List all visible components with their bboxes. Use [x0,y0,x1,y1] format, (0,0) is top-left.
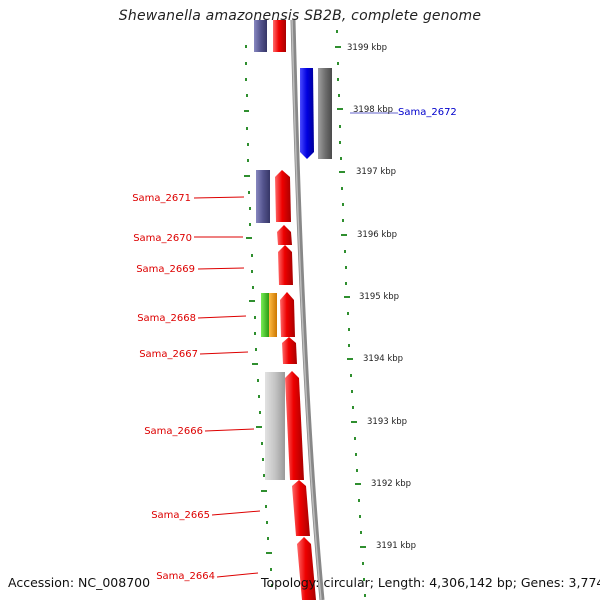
gene-sama-2668-orange[interactable] [269,293,277,337]
ruler-labels: 3199 kbp 3198 kbp 3197 kbp 3196 kbp 3195… [347,43,416,551]
gene-top-purple[interactable] [254,20,267,52]
gene-gray-neighbor[interactable] [318,68,332,159]
accession-text: Accession: NC_008700 [8,575,151,590]
gene-sama-2670[interactable] [277,225,292,245]
tick-label-3198: 3198 kbp [353,105,393,115]
tick-label-3194: 3194 kbp [363,354,403,364]
label-leaders [193,112,398,578]
gene-sama-2666-neighbor[interactable] [265,372,285,480]
gene-label-sama-2668[interactable]: Sama_2668 [137,313,196,324]
gene-sama-2668[interactable] [280,292,295,337]
genome-backbone-highlight [291,19,322,600]
gene-sama-2666[interactable] [285,371,304,480]
gene-label-sama-2665[interactable]: Sama_2665 [151,510,210,521]
tick-label-3199: 3199 kbp [347,43,387,53]
gene-labels: Sama_2672 Sama_2671 Sama_2670 Sama_2669 … [132,107,457,582]
tick-label-3192: 3192 kbp [371,479,411,489]
gene-label-sama-2670[interactable]: Sama_2670 [133,233,192,244]
gene-sama-2671-reverse[interactable] [256,170,270,223]
map-title: Shewanella amazonensis SB2B, complete ge… [118,8,482,24]
gene-label-sama-2671[interactable]: Sama_2671 [132,193,191,204]
tick-label-3196: 3196 kbp [357,230,397,240]
gene-sama-2665[interactable] [292,480,310,536]
tick-label-3195: 3195 kbp [359,292,399,302]
tick-label-3191: 3191 kbp [376,541,416,551]
gene-sama-2668-green[interactable] [261,293,269,337]
genome-backbone [290,19,325,600]
gene-sama-2667[interactable] [282,337,297,364]
gene-sama-2664[interactable] [297,537,316,600]
gene-label-sama-2664[interactable]: Sama_2664 [156,571,215,582]
gene-label-sama-2672[interactable]: Sama_2672 [398,107,457,118]
tick-label-3197: 3197 kbp [356,167,396,177]
gene-sama-2669[interactable] [278,245,293,285]
tick-label-3193: 3193 kbp [367,417,407,427]
gene-sama-2671[interactable] [275,170,291,222]
gene-label-sama-2666[interactable]: Sama_2666 [144,426,203,437]
gene-label-sama-2669[interactable]: Sama_2669 [136,264,195,275]
gene-top-red[interactable] [273,20,286,52]
gene-sama-2672[interactable] [300,68,314,159]
genome-summary-text: Topology: circular; Length: 4,306,142 bp… [261,575,600,590]
outer-dotted-ring [335,30,366,597]
inner-dotted-ring [244,45,273,587]
gene-label-sama-2667[interactable]: Sama_2667 [139,349,198,360]
